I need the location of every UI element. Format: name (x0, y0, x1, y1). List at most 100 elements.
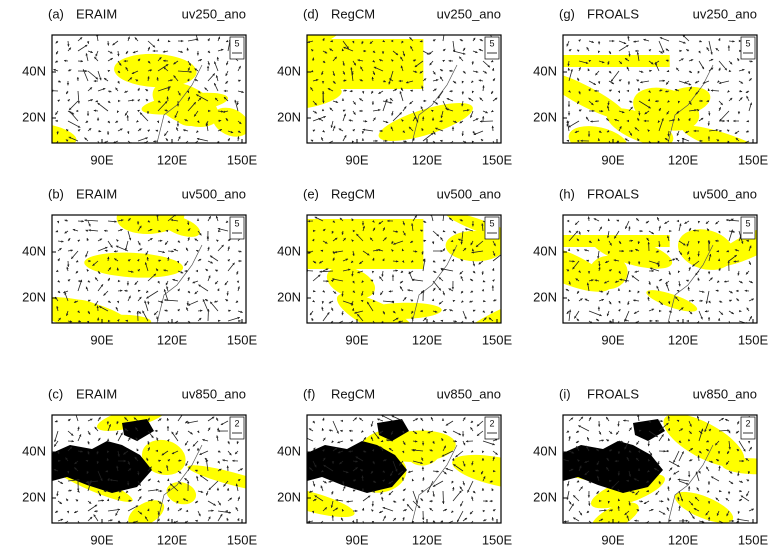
wind-vector-head (126, 491, 128, 493)
reference-value: 2 (745, 418, 750, 428)
wind-vector-head (147, 130, 149, 132)
panel-variable: uv250_ano (182, 6, 246, 21)
panel-label: (f) (303, 386, 315, 401)
wind-vector-head (97, 118, 99, 120)
wind-vector-head (55, 120, 57, 122)
x-tick-label: 150E (738, 332, 769, 347)
shading (307, 39, 423, 89)
panel-label: (b) (48, 186, 64, 201)
map-panel: 5(g)FROALSuv250_ano90E120E150E40N20N (533, 6, 773, 167)
y-tick-label: 40N (277, 243, 301, 258)
panel-model: FROALS (587, 6, 639, 21)
wind-vector-head (197, 53, 199, 55)
map-panel: 5(b)ERAIMuv500_ano90E120E150E40N20N (22, 186, 257, 347)
y-tick-label: 20N (533, 109, 557, 124)
wind-vector-head (137, 99, 139, 101)
wind-vector-head (107, 43, 109, 45)
wind-vector-head (661, 420, 663, 422)
wind-vector-head (433, 320, 435, 322)
wind-vector-head (196, 130, 198, 132)
wind-vector-head (618, 288, 620, 290)
wind-vector-head (728, 45, 730, 47)
wind-vector-head (612, 40, 614, 42)
x-tick-label: 120E (157, 532, 188, 547)
wind-vector-head (226, 221, 228, 223)
wind-vector-head (462, 134, 464, 136)
wind-vector-head (745, 290, 747, 292)
reference-value: 2 (234, 418, 239, 428)
wind-vector (443, 32, 444, 41)
y-tick-label: 40N (22, 443, 46, 458)
wind-vector-head (87, 114, 89, 116)
panel-model: RegCM (331, 186, 375, 201)
x-tick-label: 150E (227, 532, 258, 547)
wind-vector-head (491, 60, 493, 62)
wind-vector-head (349, 430, 351, 432)
wind-vector-head (116, 239, 118, 241)
wind-vector-head (480, 120, 482, 122)
wind-vector-head (181, 40, 183, 42)
wind-vector-head (355, 510, 357, 512)
y-tick-label: 20N (22, 109, 46, 124)
wind-vector-head (64, 60, 66, 62)
wind-vector-head (664, 450, 666, 452)
wind-vector-head (462, 434, 464, 436)
wind-vector-head (608, 525, 610, 527)
panel-model: ERAIM (76, 186, 117, 201)
map-panel: 5(a)ERAIMuv250_ano90E120E150E40N20N (22, 6, 257, 167)
wind-vector-head (322, 290, 324, 292)
wind-vector-head (669, 230, 671, 232)
wind-vector-head (352, 520, 354, 522)
wind-vector-head (352, 129, 354, 131)
map-area (539, 35, 774, 166)
panel-label: (h) (559, 186, 575, 201)
wind-vector-head (217, 57, 219, 59)
wind-vector-head (727, 90, 729, 92)
wind-vector-head (740, 490, 742, 492)
wind-vector-head (568, 105, 570, 107)
wind-vector-head (492, 126, 494, 128)
map-panel: 2(c)ERAIMuv850_ano90E120E150E40N20N (22, 386, 278, 547)
wind-vector-head (618, 309, 620, 311)
wind-vector-head (350, 90, 352, 92)
wind-vector-head (482, 310, 484, 312)
wind-vector-head (319, 270, 321, 272)
x-tick-label: 150E (227, 152, 258, 167)
reference-value: 5 (489, 218, 494, 228)
wind-vector-head (227, 466, 229, 468)
x-tick-label: 120E (412, 532, 443, 547)
panel-label: (i) (559, 386, 571, 401)
wind-vector-head (678, 270, 680, 272)
wind-vector-head (197, 448, 199, 450)
wind-vector-head (208, 51, 210, 53)
panel-model: FROALS (587, 386, 639, 401)
x-tick-label: 90E (90, 532, 113, 547)
wind-vector-head (392, 144, 394, 146)
x-tick-label: 150E (227, 332, 258, 347)
x-tick-label: 120E (412, 152, 443, 167)
x-tick-label: 90E (601, 332, 624, 347)
wind-vector-head (728, 492, 730, 494)
wind-vector-head (728, 524, 730, 526)
x-tick-label: 120E (412, 332, 443, 347)
wind-vector-head (628, 82, 630, 84)
wind-vector-head (738, 112, 740, 114)
wind-vector-head (736, 290, 738, 292)
x-tick-label: 150E (482, 532, 513, 547)
wind-vector-head (227, 259, 229, 261)
panel-variable: uv250_ano (437, 6, 501, 21)
reference-value: 5 (745, 38, 750, 48)
wind-vector-head (588, 495, 590, 497)
wind-vector-head (492, 285, 494, 287)
wind-vector-head (153, 50, 155, 52)
wind-vector-head (211, 510, 213, 512)
wind-vector-head (708, 483, 710, 485)
x-tick-label: 120E (668, 532, 699, 547)
reference-value: 5 (489, 38, 494, 48)
wind-vector-head (482, 116, 484, 118)
wind-vector-head (183, 411, 185, 413)
coastline (157, 245, 202, 323)
wind-vector-head (466, 440, 468, 442)
wind-vector-head (197, 430, 199, 432)
y-tick-label: 40N (277, 63, 301, 78)
